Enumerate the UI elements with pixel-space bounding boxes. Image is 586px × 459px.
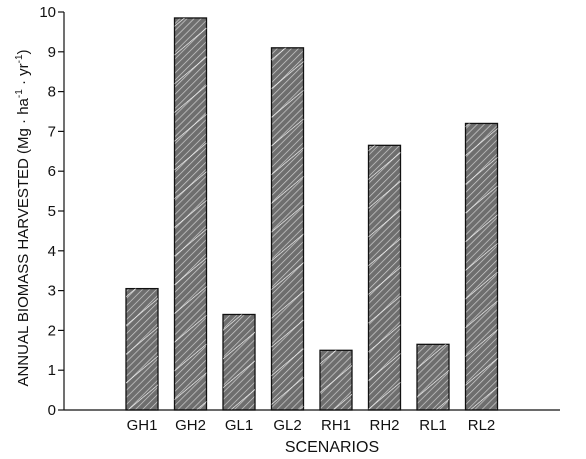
bar-diagonal-overlay [223,314,255,410]
x-tick-label: RL1 [419,417,447,434]
y-tick-label: 0 [48,402,56,419]
y-tick-label: 8 [48,84,56,101]
bar-diagonal-overlay [271,47,304,410]
y-tick-label: 2 [48,322,56,339]
y-tick-label: 5 [48,203,56,220]
y-tick-label: 3 [48,283,56,300]
x-tick-label: GH1 [127,417,158,434]
bar-diagonal-overlay [126,288,158,410]
x-tick-label: RH2 [369,417,399,434]
y-axis-label-ha-exp: -1 [14,89,25,98]
x-axis: GH1 GH2 GL1 GL2 RH1 RH2 RL1 RL2 [64,409,560,434]
y-axis-label-main: ANNUAL BIOMASS HARVESTED (Mg [15,128,32,386]
y-axis-label-close: ) [15,49,32,54]
y-tick-label: 10 [39,4,56,21]
y-axis-label-sep: · [15,115,32,128]
y-tick-label: 4 [48,243,56,260]
bar-diagonal-overlay [465,123,498,410]
bars [125,17,499,411]
x-axis-title: SCENARIOS [285,439,379,456]
bar-diagonal-overlay [174,17,207,410]
y-axis: 0 1 2 3 4 5 6 7 8 9 10 [39,4,65,419]
bar-diagonal-overlay [417,344,449,410]
y-tick-label: 6 [48,163,56,180]
x-tick-label: GL2 [273,417,301,434]
x-tick-label: GH2 [175,417,206,434]
bar-diagonal-overlay [320,350,352,410]
y-axis-label-yr: yr [15,63,32,76]
y-tick-label: 9 [48,44,56,61]
x-tick-label: RL2 [468,417,496,434]
bar-diagonal-overlay [368,145,401,410]
svg-text:ANNUAL BIOMASS HARVESTED (Mg ·: ANNUAL BIOMASS HARVESTED (Mg · ha-1 · yr… [14,49,32,386]
y-tick-label: 7 [48,123,56,140]
x-tick-label: GL1 [225,417,253,434]
y-axis-label-yr-exp: -1 [14,54,25,63]
y-axis-label-ha: ha [15,97,32,114]
x-tick-label: RH1 [321,417,351,434]
y-axis-label: ANNUAL BIOMASS HARVESTED (Mg · ha-1 · yr… [14,49,32,386]
y-axis-label-sep2: · [15,76,32,89]
y-tick-label: 1 [48,362,56,379]
